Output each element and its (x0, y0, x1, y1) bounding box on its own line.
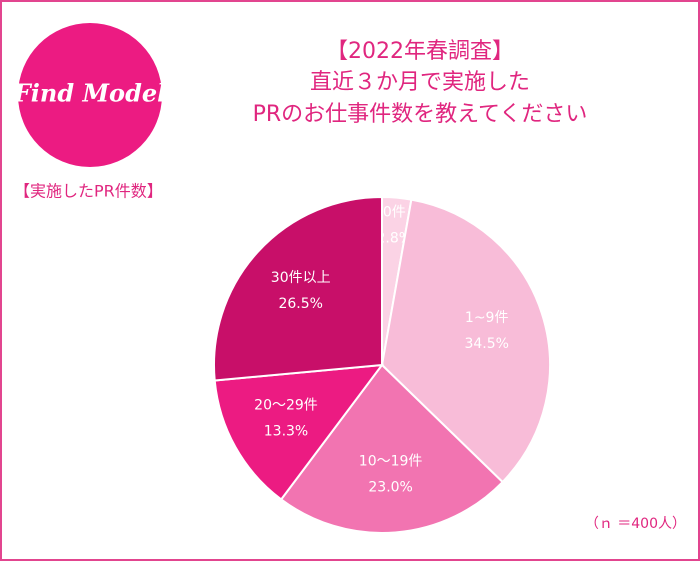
pie-slice (213, 195, 383, 382)
slice-label: 1~9件 (465, 310, 509, 326)
chart-title: 【2022年春調査】 (326, 39, 514, 64)
slice-label: 20～29件 (254, 398, 318, 414)
pie-slice (279, 363, 504, 534)
value-label: 13.3% (264, 424, 308, 440)
slice-label: 10～19件 (359, 454, 423, 470)
subtitle: 【実施したPR件数】 (14, 182, 163, 201)
chart-title: PRのお仕事件数を教えてください (253, 102, 588, 127)
value-label: 23.0% (368, 480, 412, 496)
pie-slice (380, 198, 551, 484)
logo: Find Model (13, 79, 166, 108)
annotation: （ｎ ＝400人） (585, 516, 686, 532)
chart-title: 直近３か月で実施した (310, 70, 530, 95)
value-label: 34.5% (464, 336, 508, 352)
logo-circle (18, 23, 162, 167)
slice-label: 30件以上 (271, 270, 331, 286)
slice-label: 0件 (383, 205, 406, 221)
value-label: 26.5% (278, 296, 322, 312)
pie-slice (213, 363, 385, 501)
